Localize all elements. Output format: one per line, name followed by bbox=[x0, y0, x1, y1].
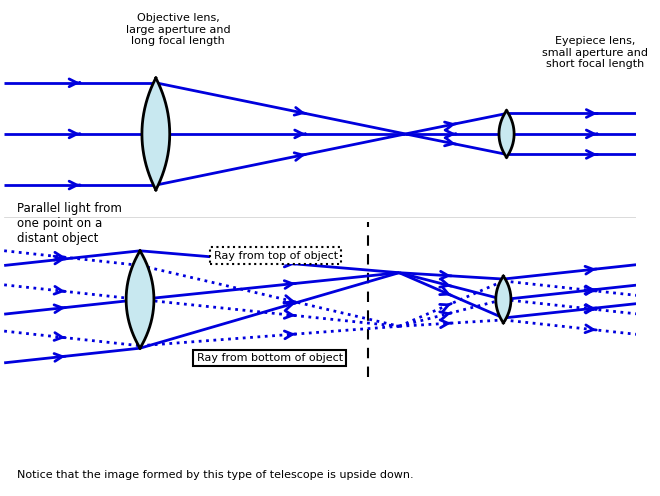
Text: Ray from bottom of object: Ray from bottom of object bbox=[197, 353, 343, 363]
Polygon shape bbox=[496, 276, 511, 323]
Text: Eyepiece lens,
small aperture and
short focal length: Eyepiece lens, small aperture and short … bbox=[542, 36, 648, 69]
Text: Parallel light from
one point on a
distant object: Parallel light from one point on a dista… bbox=[16, 202, 121, 245]
Text: Notice that the image formed by this type of telescope is upside down.: Notice that the image formed by this typ… bbox=[16, 470, 413, 480]
Polygon shape bbox=[126, 251, 154, 348]
Polygon shape bbox=[499, 111, 514, 157]
Polygon shape bbox=[142, 78, 170, 190]
Text: Objective lens,
large aperture and
long focal length: Objective lens, large aperture and long … bbox=[125, 13, 230, 46]
Text: Ray from top of object: Ray from top of object bbox=[214, 250, 338, 261]
